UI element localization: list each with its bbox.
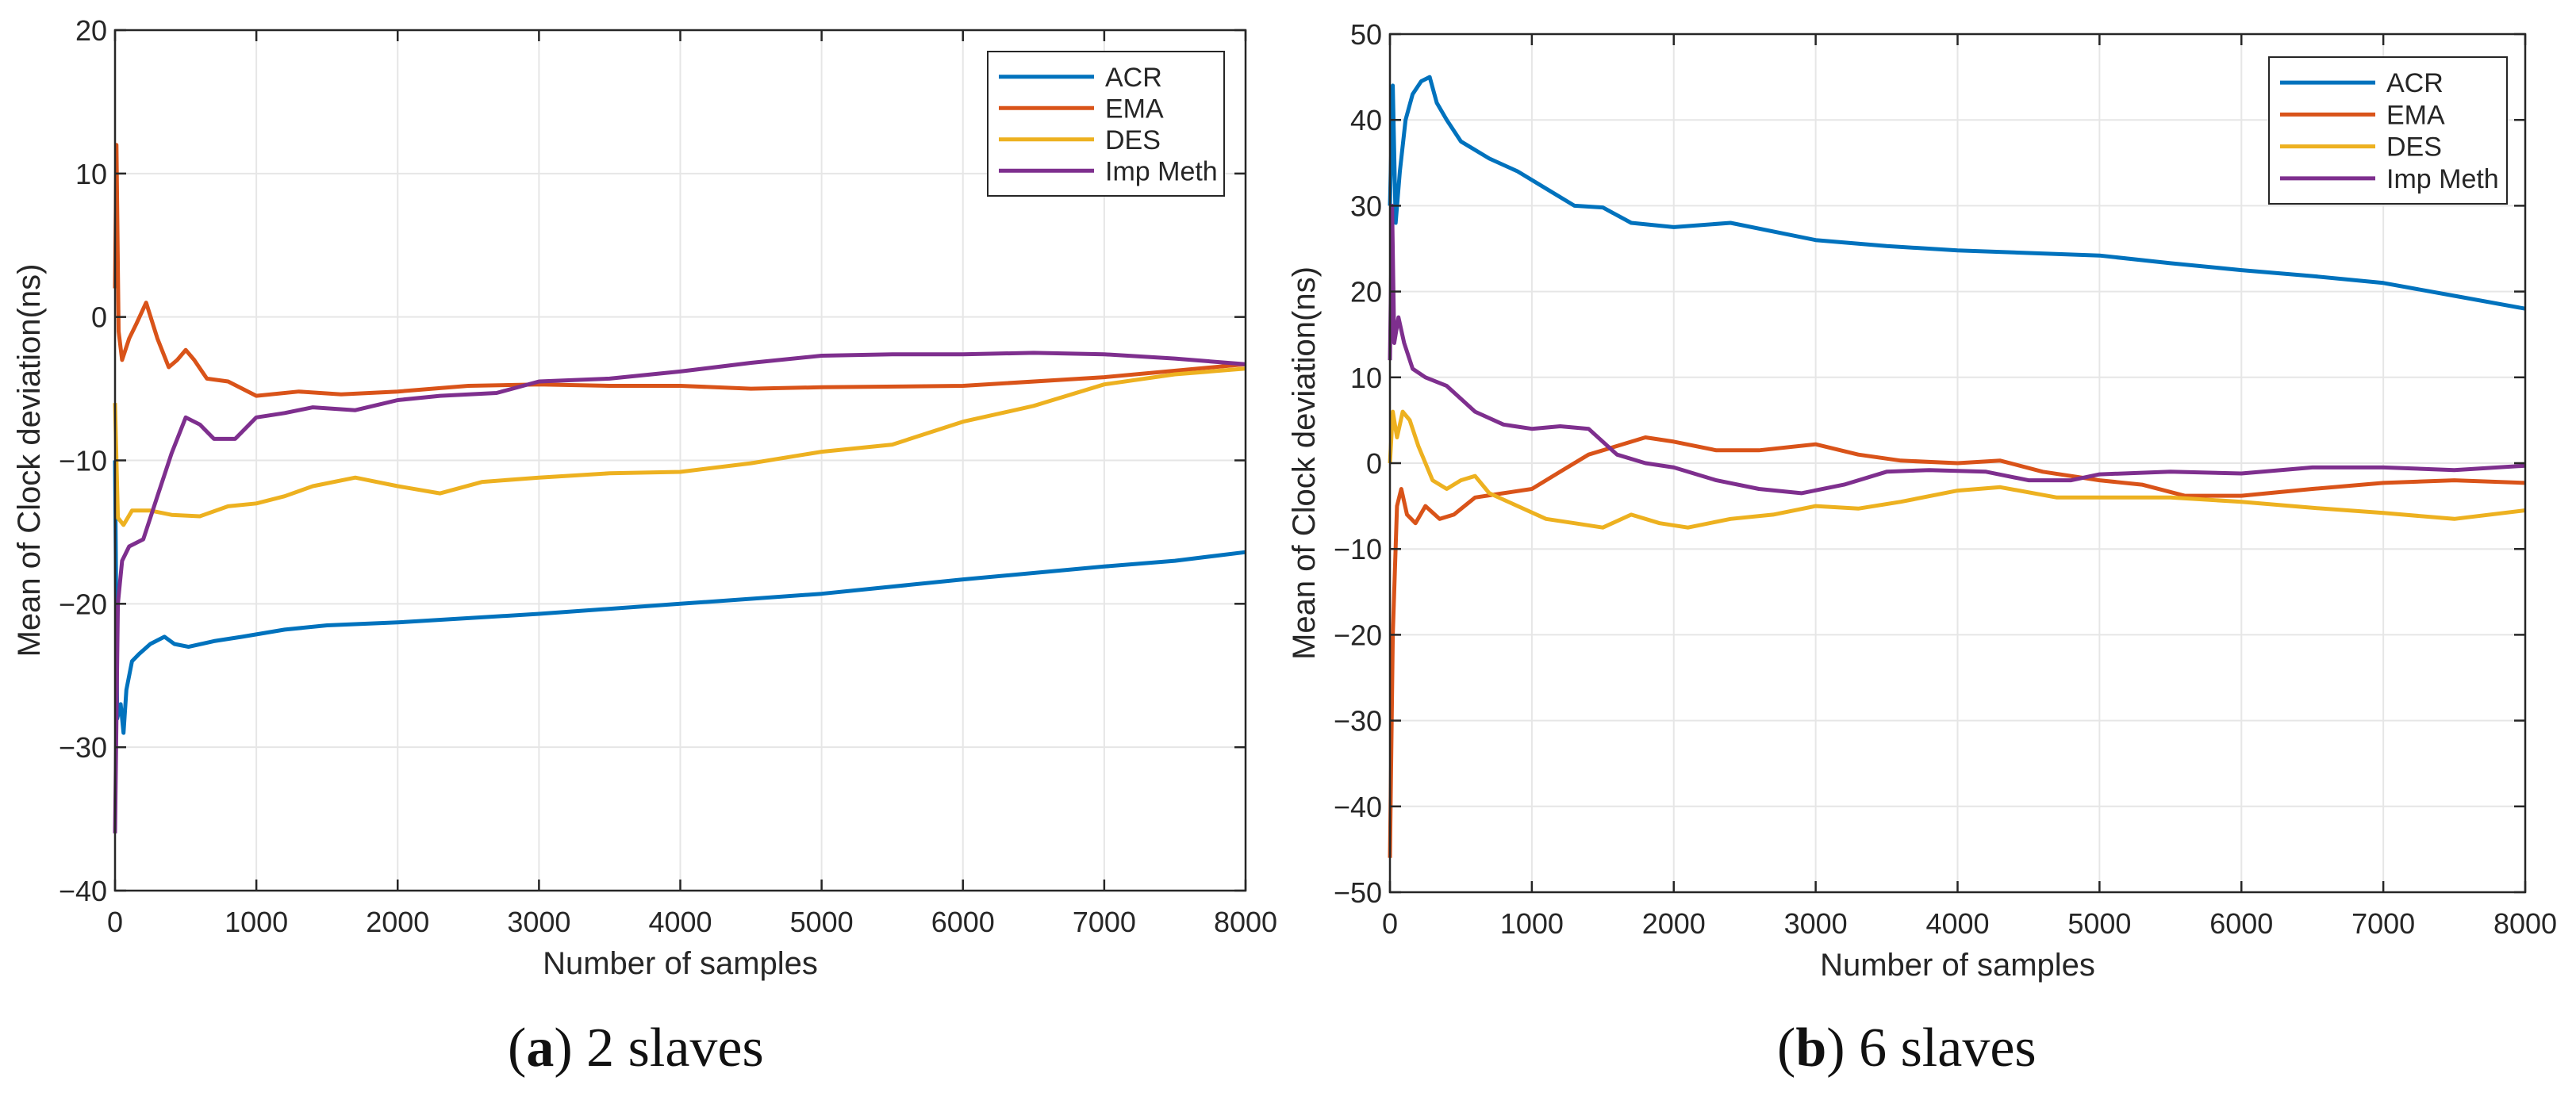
legend-label-acr: ACR <box>1105 63 1162 93</box>
legend-label-imp-meth: Imp Meth <box>2386 164 2499 194</box>
x-tick-label: 4000 <box>648 906 712 938</box>
x-tick-label: 3000 <box>1784 907 1848 940</box>
legend-label-acr: ACR <box>2386 68 2444 98</box>
x-axis-label: Number of samples <box>543 946 818 981</box>
y-tick-label: −30 <box>59 731 107 764</box>
series-line-acr <box>113 460 1246 735</box>
series-line-ema <box>113 143 1246 398</box>
caption-b-text: 6 slaves <box>1859 1018 2037 1079</box>
x-tick-label: 7000 <box>2351 907 2415 940</box>
x-tick-label: 5000 <box>790 906 854 938</box>
x-tick-label: 8000 <box>2493 907 2557 940</box>
y-tick-label: 0 <box>1366 447 1382 480</box>
chart-panel-a: 0 1000 2000 3000 4000 5000 6000 7000 8000 −40 −30 −… <box>12 14 1277 981</box>
y-tick-label: 50 <box>1350 18 1382 51</box>
legend-label-des: DES <box>2386 132 2442 163</box>
x-tick-label: 5000 <box>2067 907 2131 940</box>
legend-label-ema: EMA <box>1105 94 1164 124</box>
series-line-ema <box>1388 435 2526 858</box>
caption-a: (a) 2 slaves <box>508 1018 764 1079</box>
y-tick-label: 0 <box>91 301 107 334</box>
legend-label-imp-meth: Imp Meth <box>1105 156 1218 186</box>
y-tick-label: −50 <box>1334 876 1382 909</box>
x-tick-label: 2000 <box>1642 907 1706 940</box>
x-tick-label: 3000 <box>507 906 570 938</box>
y-tick-label: −20 <box>59 588 107 620</box>
x-tick-label: 0 <box>107 906 123 938</box>
y-tick-label: −10 <box>59 445 107 477</box>
x-tick-label: 0 <box>1382 907 1398 940</box>
x-tick-label: 4000 <box>1925 907 1989 940</box>
y-tick-label: −40 <box>1334 791 1382 823</box>
y-tick-label: 20 <box>75 14 107 47</box>
caption-b: (b) 6 slaves <box>1777 1018 2037 1079</box>
chart-panel-b: 0 1000 2000 3000 4000 5000 6000 7000 8000 −50 −40 −… <box>1287 18 2557 983</box>
y-tick-label: 10 <box>75 158 107 190</box>
y-axis-label: Mean of Clock deviation(ns) <box>12 264 47 657</box>
series-line-acr <box>1388 75 2526 311</box>
series-line-imp-meth <box>113 351 1246 834</box>
x-tick-label: 6000 <box>2209 907 2273 940</box>
x-tick-label: 7000 <box>1073 906 1136 938</box>
x-tick-label: 1000 <box>1500 907 1564 940</box>
x-axis-label: Number of samples <box>1820 948 2095 983</box>
legend-label-des: DES <box>1105 125 1161 155</box>
legend-label-ema: EMA <box>2386 100 2445 130</box>
y-tick-label: 30 <box>1350 190 1382 222</box>
x-tick-label: 8000 <box>1214 906 1277 938</box>
y-tick-label: −20 <box>1334 619 1382 651</box>
series-line-imp-meth <box>1388 203 2526 496</box>
x-tick-label: 2000 <box>366 906 429 938</box>
y-tick-label: −10 <box>1334 533 1382 565</box>
y-tick-label: 10 <box>1350 362 1382 394</box>
y-tick-label: 40 <box>1350 104 1382 136</box>
y-axis-label: Mean of Clock deviation(ns) <box>1287 266 1322 660</box>
y-tick-label: 20 <box>1350 276 1382 309</box>
series-line-des <box>1388 409 2526 530</box>
y-tick-label: −30 <box>1334 705 1382 738</box>
y-tick-label: −40 <box>59 875 107 907</box>
caption-a-text: 2 slaves <box>586 1018 764 1079</box>
x-tick-label: 6000 <box>931 906 995 938</box>
x-tick-label: 1000 <box>225 906 288 938</box>
